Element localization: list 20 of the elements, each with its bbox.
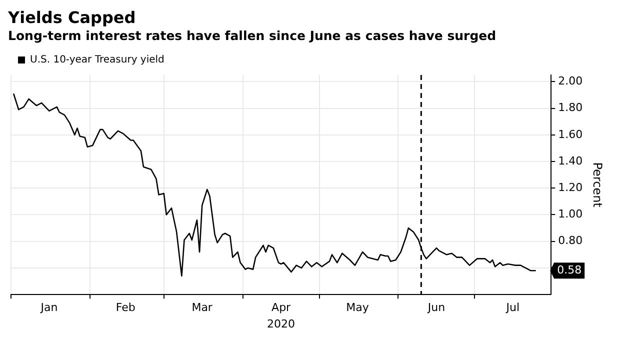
x-tick-label: Apr bbox=[272, 301, 292, 314]
x-tick-label: May bbox=[346, 301, 370, 314]
y-tick-label: 2.00 bbox=[558, 74, 583, 88]
x-axis-title: 2020 bbox=[267, 317, 296, 330]
y-tick-label: 0.80 bbox=[558, 234, 583, 248]
x-tick-label: Jan bbox=[40, 301, 58, 314]
legend-label: U.S. 10-year Treasury yield bbox=[30, 54, 164, 66]
chart-subtitle: Long-term interest rates have fallen since June as cases have surged bbox=[8, 27, 498, 45]
y-tick-label: 1.20 bbox=[558, 180, 583, 194]
x-tick-label: Jun bbox=[426, 301, 446, 314]
y-axis-title: Percent bbox=[590, 162, 605, 208]
x-tick-label: Jul bbox=[505, 301, 520, 314]
y-tick-label: 1.80 bbox=[558, 101, 583, 114]
x-tick-label: Feb bbox=[116, 301, 136, 314]
y-tick-label: 1.60 bbox=[558, 128, 583, 141]
x-tick-label: Mar bbox=[192, 301, 213, 314]
annotation: 0.58 bbox=[557, 264, 582, 277]
y-tick-label: 1.40 bbox=[558, 154, 583, 168]
chart-title: Yields Capped bbox=[8, 8, 137, 27]
y-tick-label: 1.00 bbox=[558, 208, 583, 221]
